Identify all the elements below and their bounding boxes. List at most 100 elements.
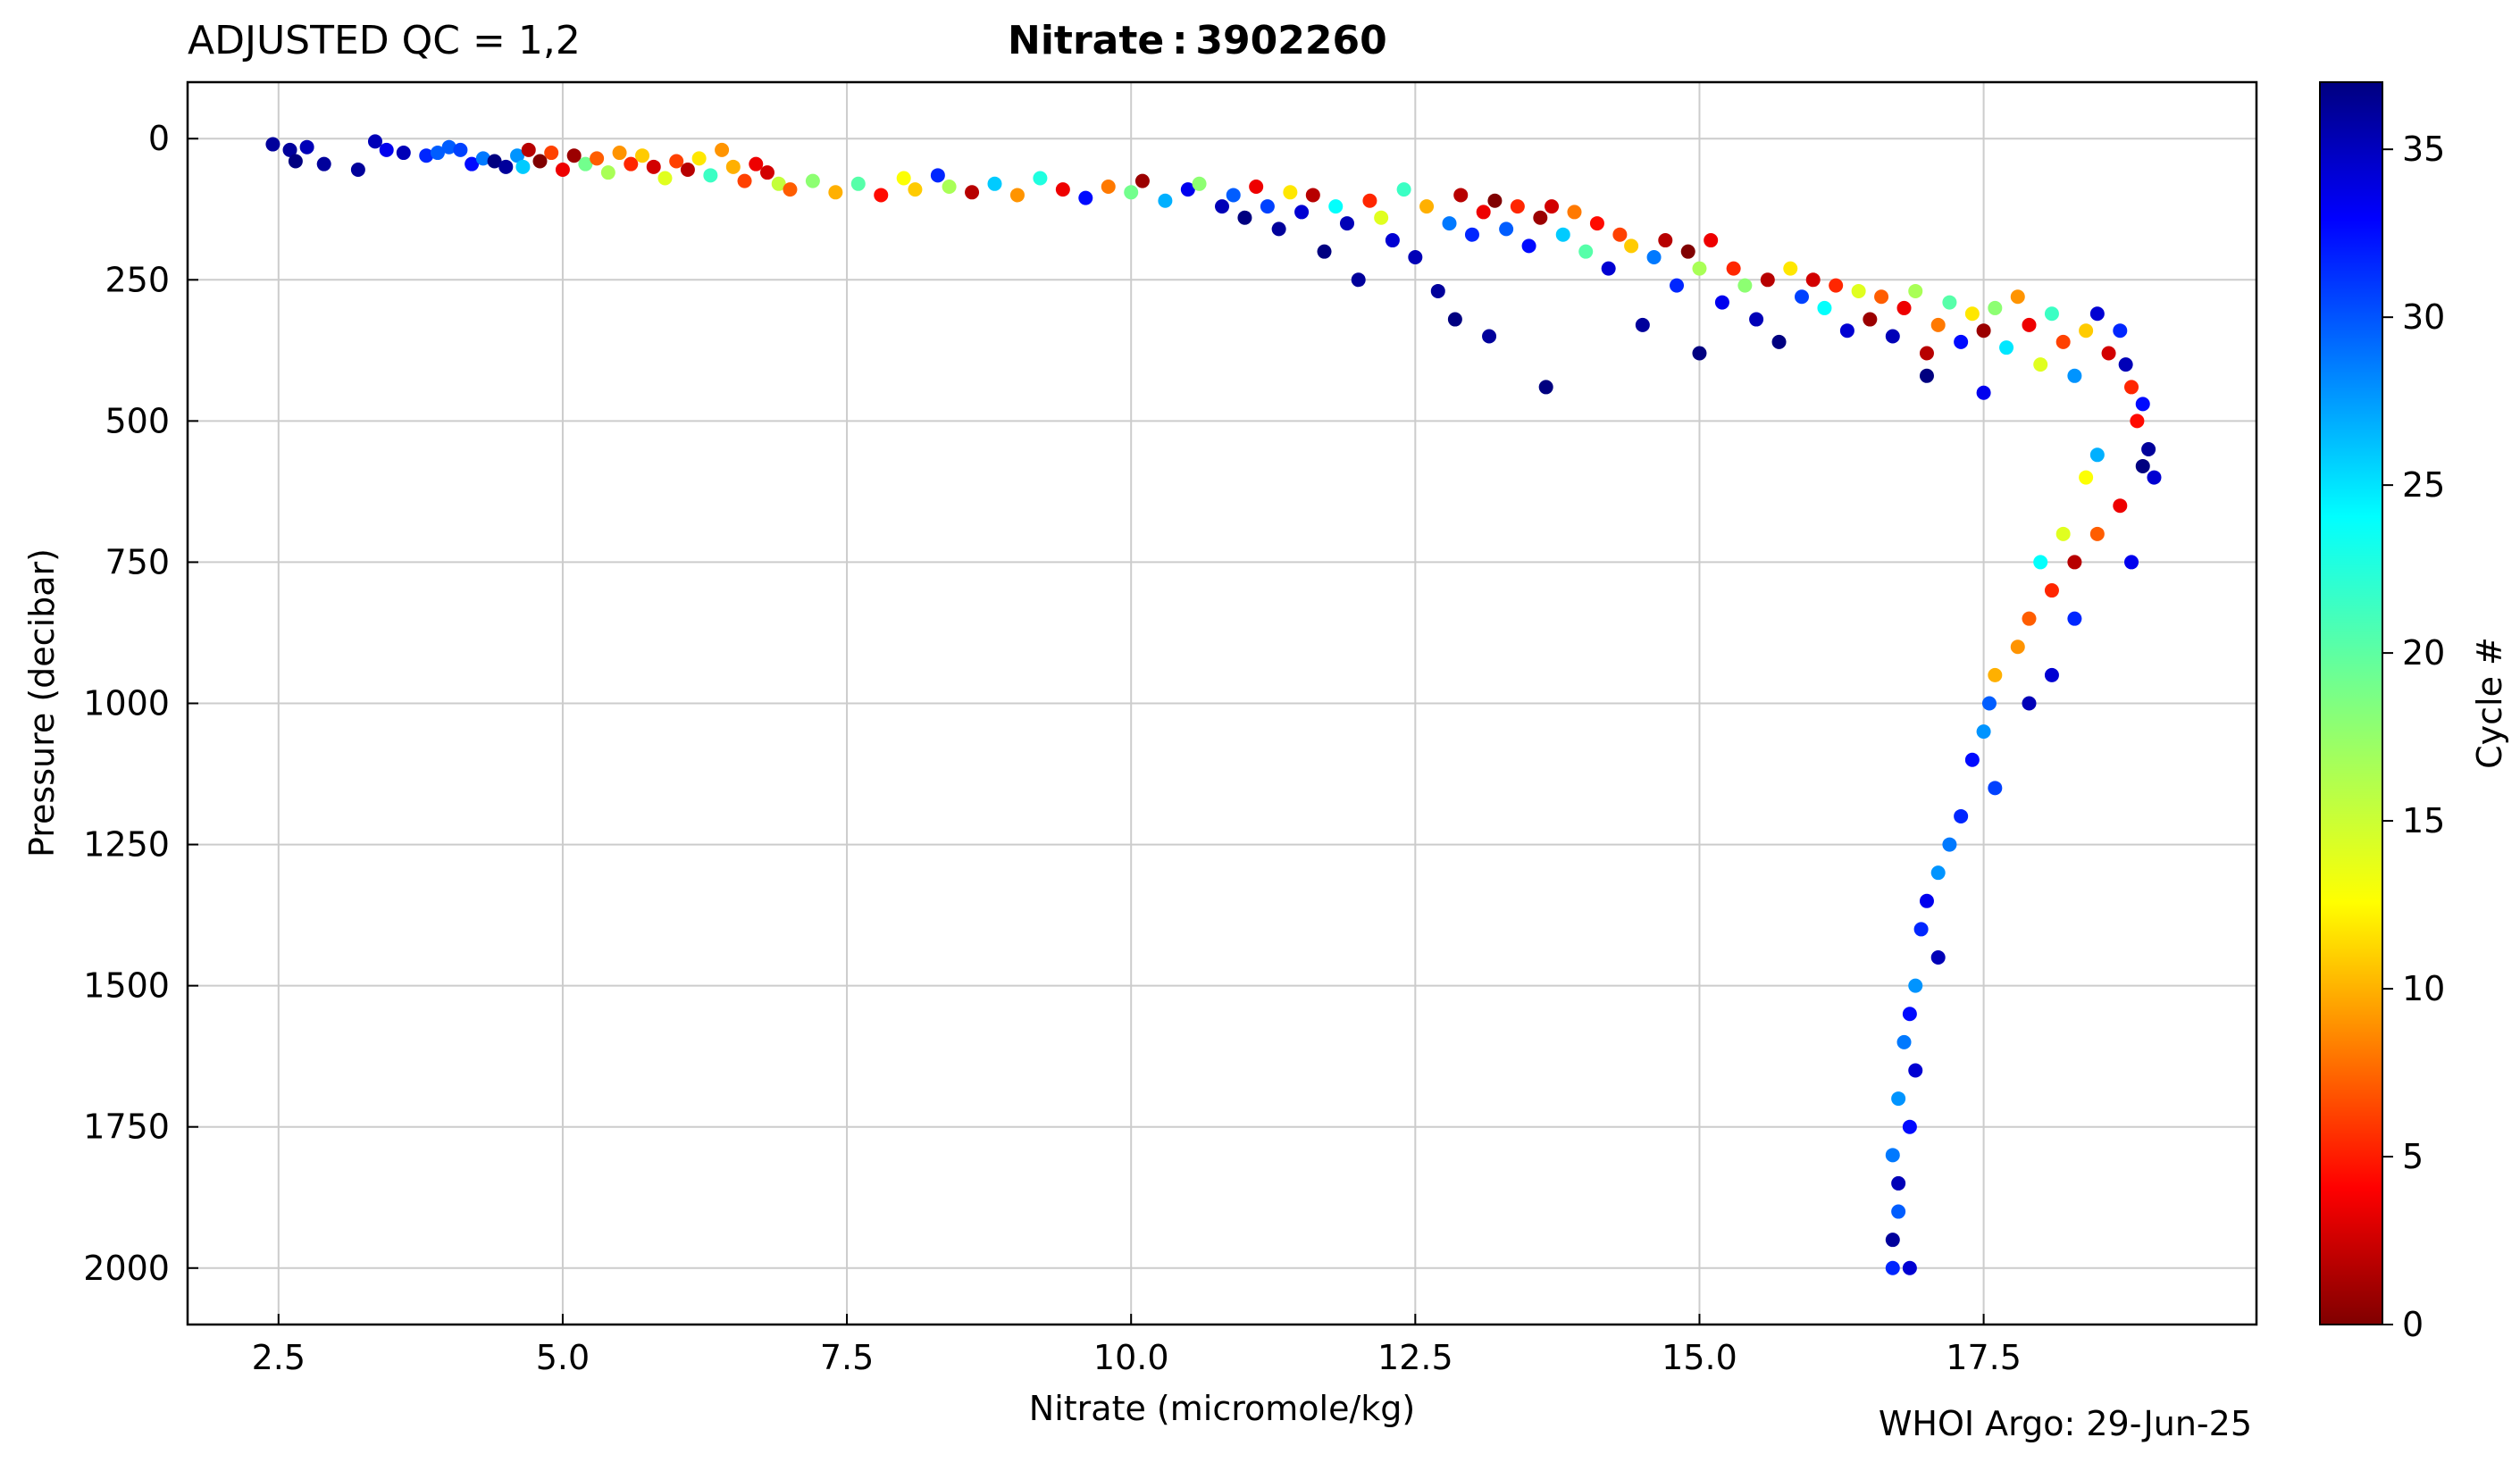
data-point [759, 165, 774, 180]
data-point [1033, 171, 1048, 186]
data-point [1533, 210, 1548, 225]
colorbar-tick-label: 0 [2402, 1305, 2424, 1344]
data-point [1180, 182, 1195, 197]
data-point [521, 142, 536, 157]
data-point [1976, 724, 1991, 740]
data-point [1896, 1034, 1912, 1049]
data-point [1908, 978, 1923, 993]
data-point [1521, 238, 1536, 254]
data-point [783, 182, 798, 197]
data-point [1192, 176, 1207, 191]
y-tick-label: 1750 [83, 1107, 170, 1147]
data-point [2089, 447, 2105, 463]
data-point [1078, 190, 1093, 205]
data-point [2089, 306, 2105, 322]
y-tick-label: 1250 [83, 825, 170, 865]
data-point [635, 148, 650, 163]
data-point [1305, 188, 1320, 203]
data-point [612, 146, 627, 161]
data-point [1328, 199, 1344, 214]
data-point [1124, 185, 1139, 200]
data-point [1510, 199, 1525, 214]
data-point [1885, 1233, 1900, 1248]
data-point [987, 176, 1002, 191]
data-point [2010, 639, 2025, 655]
data-point [1930, 317, 1946, 332]
data-point [1902, 1007, 1917, 1022]
data-point [725, 159, 741, 174]
colorbar-tick-label: 30 [2402, 297, 2445, 337]
data-point [908, 182, 923, 197]
data-point [1453, 188, 1469, 203]
grid-lines [188, 82, 2256, 1325]
data-point [1482, 329, 1497, 344]
data-point [1555, 227, 1570, 242]
data-point [1351, 272, 1366, 288]
data-point [874, 188, 889, 203]
data-point [367, 134, 382, 149]
y-tick-label: 1000 [83, 684, 170, 723]
data-point [1134, 173, 1150, 188]
data-point [515, 159, 531, 174]
data-point [265, 137, 280, 152]
data-point [2033, 357, 2048, 372]
data-point [1829, 278, 1844, 293]
data-point [1942, 295, 1957, 310]
data-point [1158, 193, 1173, 208]
data-point [2147, 470, 2162, 485]
data-point [1964, 306, 1980, 322]
x-tick-label: 2.5 [252, 1338, 306, 1377]
data-point [1646, 250, 1662, 265]
data-point [771, 176, 786, 191]
data-point [1704, 233, 1719, 248]
data-point [942, 179, 957, 194]
data-point [2135, 458, 2150, 473]
data-point [1408, 250, 1423, 265]
data-point [396, 146, 411, 161]
data-point [1771, 334, 1787, 349]
y-tick-label: 500 [105, 401, 170, 440]
data-point [1680, 244, 1695, 259]
y-tick-label: 2000 [83, 1249, 170, 1288]
data-point [1930, 865, 1946, 881]
x-axis-label: Nitrate (micromole/kg) [1029, 1389, 1415, 1428]
data-point [475, 151, 490, 166]
data-point [419, 148, 434, 163]
data-point [1578, 244, 1594, 259]
data-point [430, 146, 445, 161]
data-point [1658, 233, 1673, 248]
x-tick-label: 10.0 [1093, 1338, 1169, 1377]
data-point [1215, 199, 1229, 214]
data-point [828, 185, 843, 200]
data-point [1396, 182, 1411, 197]
data-point [1805, 272, 1821, 288]
data-point [2022, 696, 2037, 711]
x-tick-label: 7.5 [820, 1338, 874, 1377]
data-point [1885, 1148, 1900, 1163]
data-point [1930, 950, 1946, 965]
data-point [624, 156, 639, 171]
data-point [1839, 323, 1854, 338]
data-point [1919, 893, 1934, 908]
data-point [965, 185, 980, 200]
colorbar-label: Cycle # [2470, 637, 2509, 769]
data-point [1271, 221, 1286, 237]
data-point [1419, 199, 1435, 214]
data-point [1954, 808, 1969, 823]
data-point [1464, 227, 1479, 242]
chart-title: Nitrate : 3902260 [1008, 18, 1387, 63]
data-point [2135, 397, 2150, 412]
axis-ticks: 2.5 5.0 7.5 10.0 12.5 15.0 17.5 0 250 500 750 1000 1… [83, 119, 2022, 1377]
data-point [850, 176, 866, 191]
y-tick-label: 750 [105, 542, 170, 581]
data-point [2010, 289, 2025, 305]
colorbar-tick-label: 5 [2402, 1137, 2424, 1176]
colorbar-tick-label: 10 [2402, 969, 2445, 1008]
data-point [1737, 278, 1753, 293]
data-point [1487, 193, 1503, 208]
qc-label: ADJUSTED QC = 1,2 [188, 18, 581, 63]
x-tick-label: 15.0 [1662, 1338, 1737, 1377]
data-point [578, 156, 593, 171]
data-point [1283, 185, 1298, 200]
